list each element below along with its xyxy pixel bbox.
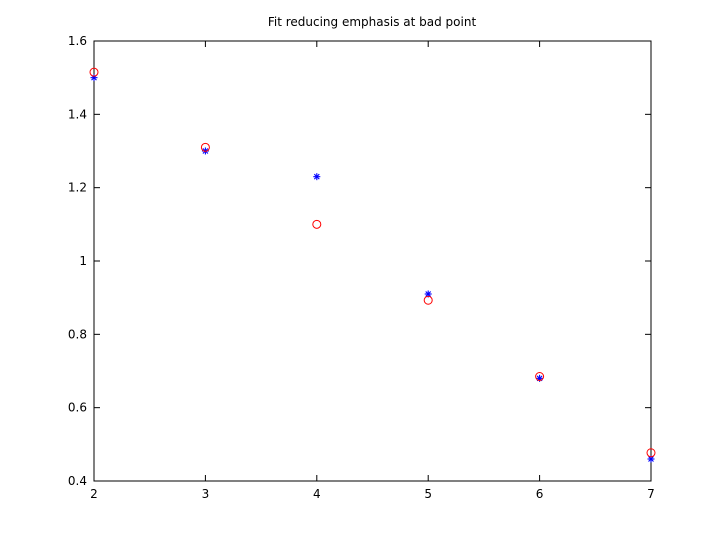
y-tick-label: 0.4 [68, 474, 87, 488]
x-tick-label: 7 [647, 487, 655, 501]
y-tick-label: 1.6 [68, 34, 87, 48]
plot-frame [93, 40, 652, 482]
data-point-circle [423, 295, 433, 305]
data-point-circle [89, 67, 99, 77]
data-point-circle [535, 372, 545, 381]
x-tick-label: 4 [313, 487, 321, 501]
data-marks [89, 67, 656, 463]
y-tick-label: 1 [79, 254, 87, 268]
axis-ticks: 2 3 4 5 6 7 0.4 0.6 0.8 1 1.2 1.4 1.6 [68, 34, 655, 501]
y-tick-label: 0.6 [68, 401, 87, 415]
data-point-asterisk [313, 173, 321, 181]
x-tick-label: 3 [202, 487, 210, 501]
x-tick-label: 5 [424, 487, 432, 501]
y-tick-label: 0.8 [68, 327, 87, 341]
data-point-circle [646, 448, 656, 458]
y-tick-label: 1.4 [68, 107, 87, 121]
x-tick-label: 2 [90, 487, 98, 501]
data-point-circle [200, 142, 210, 152]
y-tick-label: 1.2 [68, 181, 87, 195]
data-point-circle [312, 219, 322, 229]
x-tick-label: 6 [536, 487, 544, 501]
chart-title: Fit reducing emphasis at bad point [268, 15, 477, 29]
